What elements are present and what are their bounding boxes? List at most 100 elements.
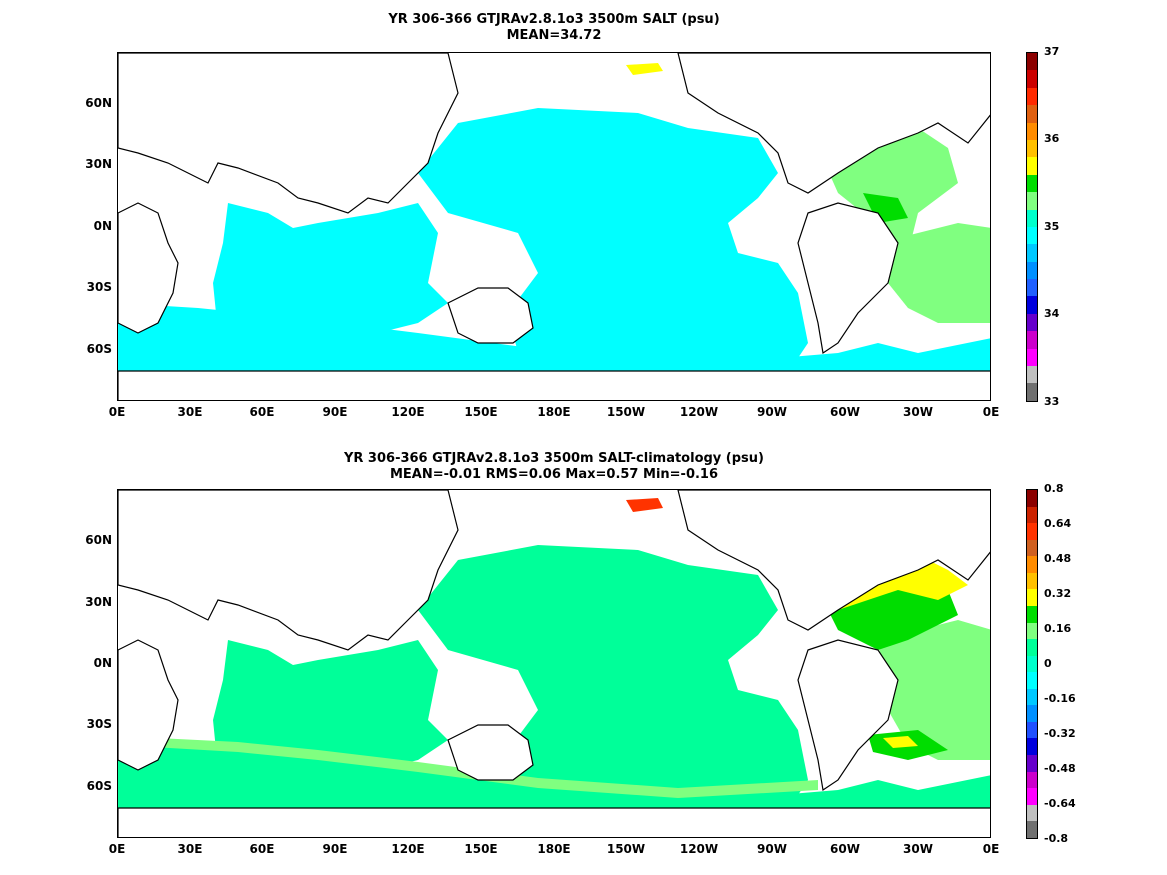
lon-tick: 0E	[982, 405, 1000, 419]
colorbar-label: 0.16	[1044, 622, 1072, 635]
north-america	[677, 53, 990, 194]
lon-tick: 0E	[108, 405, 126, 419]
anomaly-map	[117, 489, 991, 838]
lat-tick: 60N	[85, 533, 112, 547]
colorbar-segment	[1027, 589, 1037, 606]
lon-tick: 60E	[249, 405, 275, 419]
south-america	[797, 639, 899, 792]
colorbar-segment	[1027, 87, 1037, 106]
colorbar-segment	[1027, 53, 1037, 71]
panel-title: YR 306-366 GTJRAv2.8.1o3 3500m SALT (psu…	[117, 12, 991, 44]
colorbar-segment	[1027, 157, 1037, 175]
title-line-2: MEAN=34.72	[506, 28, 602, 43]
coastlines	[118, 53, 990, 400]
lat-tick: 60S	[86, 342, 112, 356]
lat-tick: 30N	[85, 595, 112, 609]
colorbar-label: -0.48	[1044, 762, 1076, 775]
colorbar-label: -0.64	[1044, 797, 1076, 810]
colorbar-segment	[1027, 174, 1037, 193]
colorbar-segment	[1027, 556, 1037, 573]
antarctica	[118, 807, 990, 837]
colorbar-label: 0	[1044, 657, 1052, 670]
colorbar-segment	[1027, 383, 1037, 401]
south-band-light	[118, 736, 818, 798]
atlantic-south-light	[878, 620, 990, 760]
colorbar-segment	[1027, 738, 1037, 755]
colorbar-segment	[1027, 490, 1037, 507]
lon-tick: 0E	[982, 842, 1000, 856]
colorbar-segment	[1027, 226, 1037, 245]
title-line-1: YR 306-366 GTJRAv2.8.1o3 3500m SALT-clim…	[343, 451, 764, 466]
lon-tick: 150E	[464, 842, 498, 856]
south-field	[118, 740, 990, 808]
title-line-1: YR 306-366 GTJRAv2.8.1o3 3500m SALT (psu…	[388, 12, 720, 27]
colorbar-segment	[1027, 771, 1037, 789]
colorbar-segment	[1027, 572, 1037, 590]
lon-tick: 60W	[830, 842, 860, 856]
africa	[118, 639, 179, 771]
lon-tick: 30W	[903, 405, 933, 419]
south-field	[118, 303, 990, 371]
lon-tick: 30E	[177, 405, 203, 419]
lat-tick: 60S	[86, 779, 112, 793]
lat-tick: 0N	[93, 219, 112, 233]
colorbar-segment	[1027, 755, 1037, 772]
colorbar-label: -0.8	[1044, 832, 1069, 845]
south-america	[797, 202, 899, 355]
lon-tick: 90E	[322, 405, 348, 419]
colorbar-segment	[1027, 313, 1037, 332]
colorbar-label: 33	[1044, 395, 1060, 408]
lon-tick: 30E	[177, 842, 203, 856]
salinity-map-svg	[118, 53, 990, 400]
colorbar-label: 0.32	[1044, 587, 1072, 600]
colorbar-segment	[1027, 705, 1037, 722]
colorbar-segment	[1027, 261, 1037, 280]
anomaly-map-svg	[118, 490, 990, 837]
colorbar-label: 34	[1044, 307, 1060, 320]
lon-tick: 30W	[903, 842, 933, 856]
lon-tick: 60W	[830, 405, 860, 419]
colorbar-segment	[1027, 622, 1037, 640]
lon-tick: 90E	[322, 842, 348, 856]
lon-tick: 0E	[108, 842, 126, 856]
colorbar-segment	[1027, 688, 1037, 706]
colorbar-segment	[1027, 672, 1037, 689]
colorbar-label: 0.8	[1044, 482, 1064, 495]
colorbar-segment	[1027, 804, 1037, 822]
lon-tick: 120W	[679, 405, 719, 419]
eurasia	[118, 53, 459, 214]
australia	[447, 724, 534, 781]
lon-tick: 90W	[757, 842, 787, 856]
colorbar-segment	[1027, 122, 1037, 140]
colorbar-label: 35	[1044, 220, 1060, 233]
colorbar-segment	[1027, 788, 1037, 805]
title-line-2: MEAN=-0.01 RMS=0.06 Max=0.57 Min=-0.16	[389, 467, 719, 482]
antarctica	[118, 370, 990, 400]
south-atlantic-yellow	[883, 736, 918, 748]
colorbar	[1026, 52, 1038, 402]
lon-tick: 150E	[464, 405, 498, 419]
australia	[447, 287, 534, 344]
lat-tick: 30N	[85, 157, 112, 171]
lon-tick: 150W	[606, 405, 646, 419]
colorbar	[1026, 489, 1038, 839]
colorbar-label: -0.16	[1044, 692, 1076, 705]
colorbar-segment	[1027, 279, 1037, 297]
lat-tick: 60N	[85, 96, 112, 110]
lat-tick: 0N	[93, 656, 112, 670]
colorbar-segment	[1027, 348, 1037, 367]
lon-tick: 90W	[757, 405, 787, 419]
panel-title: YR 306-366 GTJRAv2.8.1o3 3500m SALT-clim…	[117, 451, 991, 483]
colorbar-segment	[1027, 721, 1037, 739]
salinity-map	[117, 52, 991, 401]
colorbar-segment	[1027, 70, 1037, 88]
colorbar-label: 0.64	[1044, 517, 1072, 530]
africa	[118, 202, 179, 334]
colorbar-segment	[1027, 539, 1037, 557]
colorbar-label: 37	[1044, 45, 1060, 58]
north-america	[677, 490, 990, 631]
colorbar-segment	[1027, 244, 1037, 262]
lon-tick: 120E	[391, 842, 425, 856]
lon-tick: 150W	[606, 842, 646, 856]
colorbar-label: 36	[1044, 132, 1060, 145]
